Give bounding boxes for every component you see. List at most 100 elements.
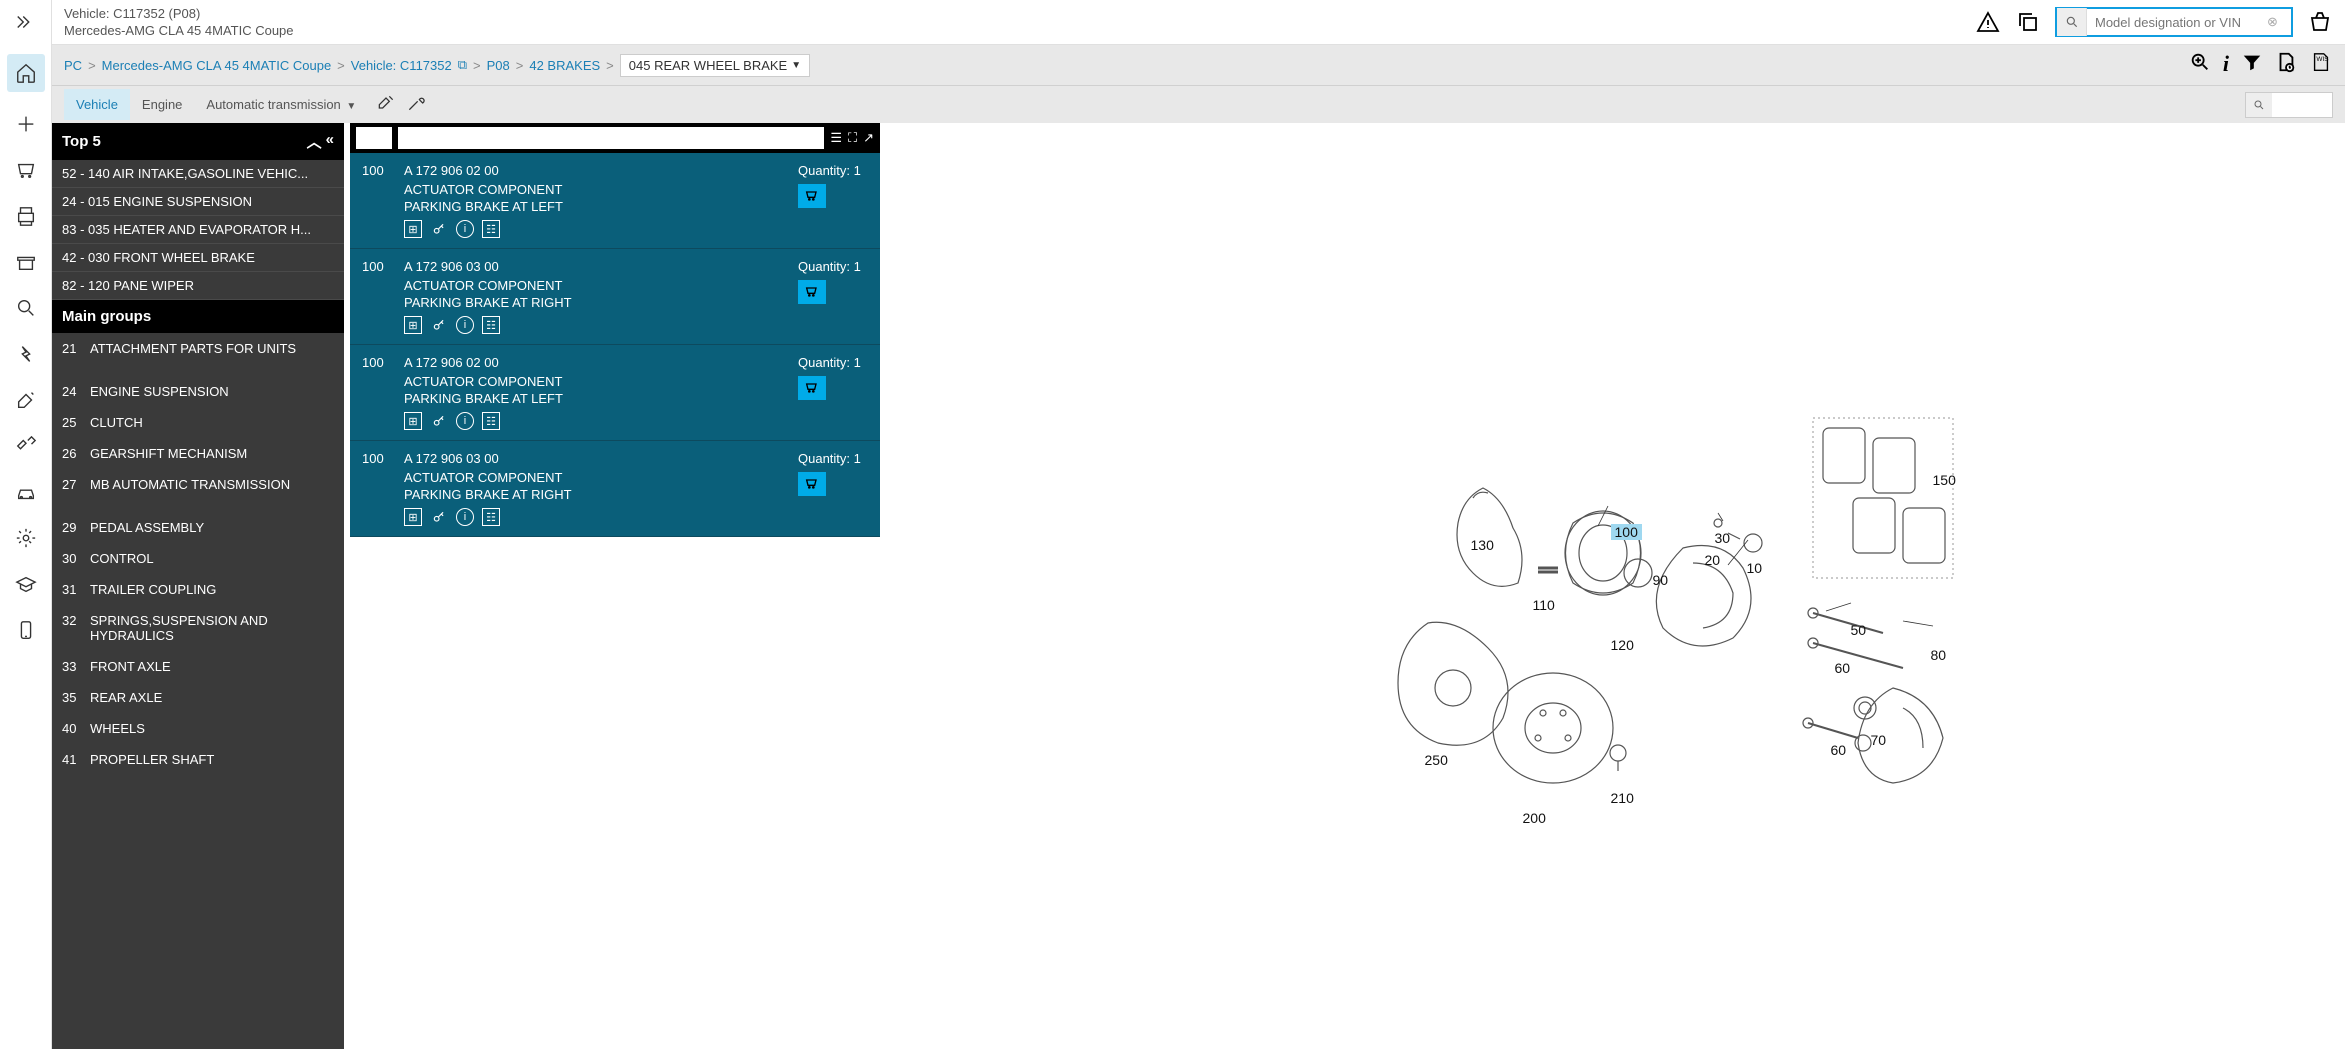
callout-150[interactable]: 150 [1933,472,1956,488]
add-to-cart-button[interactable] [798,472,826,496]
doc-small-icon[interactable]: ☷ [482,220,500,238]
warning-icon[interactable] [1975,9,2001,35]
part-row[interactable]: 100 A 172 906 02 00 ACTUATOR COMPONENT P… [350,153,880,249]
callout-200[interactable]: 200 [1523,810,1546,826]
key-icon[interactable] [430,412,448,430]
vin-input[interactable] [2087,15,2267,30]
top5-item[interactable]: 42 - 030 FRONT WHEEL BRAKE [52,244,344,272]
info-icon[interactable]: i [2223,51,2229,79]
group-item[interactable]: 31TRAILER COUPLING [52,574,344,605]
group-item[interactable]: 40WHEELS [52,713,344,744]
info-badge-icon[interactable]: i [456,220,474,238]
crumb-brakes[interactable]: 42 BRAKES [529,58,600,73]
paint-tool-icon[interactable] [376,93,396,116]
settings-icon[interactable] [12,524,40,552]
group-item[interactable]: 29PEDAL ASSEMBLY [52,512,344,543]
callout-50[interactable]: 50 [1851,622,1867,638]
print-icon[interactable] [12,202,40,230]
part-row[interactable]: 100 A 172 906 03 00 ACTUATOR COMPONENT P… [350,249,880,345]
group-item[interactable]: 21ATTACHMENT PARTS FOR UNITS [52,333,344,364]
tab-vehicle[interactable]: Vehicle [64,89,130,120]
callout-100[interactable]: 100 [1611,524,1642,540]
group-item[interactable]: 25CLUTCH [52,407,344,438]
top5-item[interactable]: 52 - 140 AIR INTAKE,GASOLINE VEHIC... [52,160,344,188]
add-to-cart-button[interactable] [798,184,826,208]
education-icon[interactable] [12,570,40,598]
crumb-current[interactable]: 045 REAR WHEEL BRAKE ▼ [620,54,810,77]
grid-icon[interactable]: ⊞ [404,220,422,238]
top5-item[interactable]: 83 - 035 HEATER AND EVAPORATOR H... [52,216,344,244]
group-item[interactable]: 30CONTROL [52,543,344,574]
filter-icon[interactable] [2241,51,2263,79]
callout-210[interactable]: 210 [1611,790,1634,806]
group-item[interactable]: 35REAR AXLE [52,682,344,713]
doc-small-icon[interactable]: ☷ [482,412,500,430]
popout-icon[interactable]: ↗ [863,130,874,146]
group-item[interactable]: 33FRONT AXLE [52,651,344,682]
part-row[interactable]: 100 A 172 906 02 00 ACTUATOR COMPONENT P… [350,345,880,441]
car-icon[interactable] [12,478,40,506]
copy-small-icon[interactable]: ⧉ [458,57,467,73]
add-icon[interactable] [12,110,40,138]
tab-engine[interactable]: Engine [130,89,194,120]
callout-130[interactable]: 130 [1471,537,1494,553]
parts-filter-text[interactable] [398,127,824,149]
add-to-cart-button[interactable] [798,376,826,400]
vin-search[interactable]: ⊗ [2055,7,2293,37]
top5-item[interactable]: 24 - 015 ENGINE SUSPENSION [52,188,344,216]
doc-small-icon[interactable]: ☷ [482,508,500,526]
basket-icon[interactable] [2307,9,2333,35]
cart-icon[interactable] [12,156,40,184]
callout-10[interactable]: 10 [1747,560,1763,576]
expand-icon[interactable]: ⛶ [848,130,857,146]
wis-icon[interactable]: WIS [2309,51,2333,79]
key-icon[interactable] [430,508,448,526]
grid-icon[interactable]: ⊞ [404,508,422,526]
info-badge-icon[interactable]: i [456,316,474,334]
key-icon[interactable] [430,220,448,238]
callout-110[interactable]: 110 [1533,597,1555,613]
crumb-vehicle[interactable]: Vehicle: C117352 [351,58,452,73]
device-icon[interactable] [12,616,40,644]
bolt-icon[interactable] [12,340,40,368]
group-item[interactable]: 26GEARSHIFT MECHANISM [52,438,344,469]
mini-search[interactable] [2245,92,2333,118]
search-icon[interactable] [12,294,40,322]
archive-icon[interactable] [12,248,40,276]
crumb-pc[interactable]: PC [64,58,82,73]
info-badge-icon[interactable]: i [456,412,474,430]
doc-small-icon[interactable]: ☷ [482,316,500,334]
callout-30[interactable]: 30 [1715,530,1731,546]
callout-20[interactable]: 20 [1705,552,1721,568]
crumb-model[interactable]: Mercedes-AMG CLA 45 4MATIC Coupe [102,58,332,73]
grid-icon[interactable]: ⊞ [404,316,422,334]
tool-icon[interactable] [12,432,40,460]
parts-filter-pos[interactable] [356,127,392,149]
grid-icon[interactable]: ⊞ [404,412,422,430]
key-icon[interactable] [430,316,448,334]
clear-icon[interactable]: ⊗ [2267,14,2291,30]
collapse-left-icon[interactable]: « [326,131,334,152]
mini-search-input[interactable] [2272,97,2332,112]
callout-250[interactable]: 250 [1425,752,1448,768]
wrench-tool-icon[interactable] [406,93,426,116]
diagram[interactable]: 1501301003020109011012050806070602502102… [880,123,2345,1049]
callout-120[interactable]: 120 [1611,637,1634,653]
info-badge-icon[interactable]: i [456,508,474,526]
group-item[interactable]: 32SPRINGS,SUSPENSION AND HYDRAULICS [52,605,344,651]
part-row[interactable]: 100 A 172 906 03 00 ACTUATOR COMPONENT P… [350,441,880,537]
callout-60[interactable]: 60 [1831,742,1847,758]
callout-60[interactable]: 60 [1835,660,1851,676]
crumb-p08[interactable]: P08 [487,58,510,73]
group-item[interactable]: 24ENGINE SUSPENSION [52,376,344,407]
add-to-cart-button[interactable] [798,280,826,304]
expand-rail-icon[interactable] [12,8,40,36]
callout-70[interactable]: 70 [1871,732,1887,748]
zoom-icon[interactable] [2189,51,2211,79]
copy-icon[interactable] [2015,9,2041,35]
paint-icon[interactable] [12,386,40,414]
group-item[interactable]: 27MB AUTOMATIC TRANSMISSION [52,469,344,500]
group-item[interactable]: 41PROPELLER SHAFT [52,744,344,775]
tab-transmission[interactable]: Automatic transmission ▼ [194,89,368,120]
home-icon[interactable] [7,54,45,92]
